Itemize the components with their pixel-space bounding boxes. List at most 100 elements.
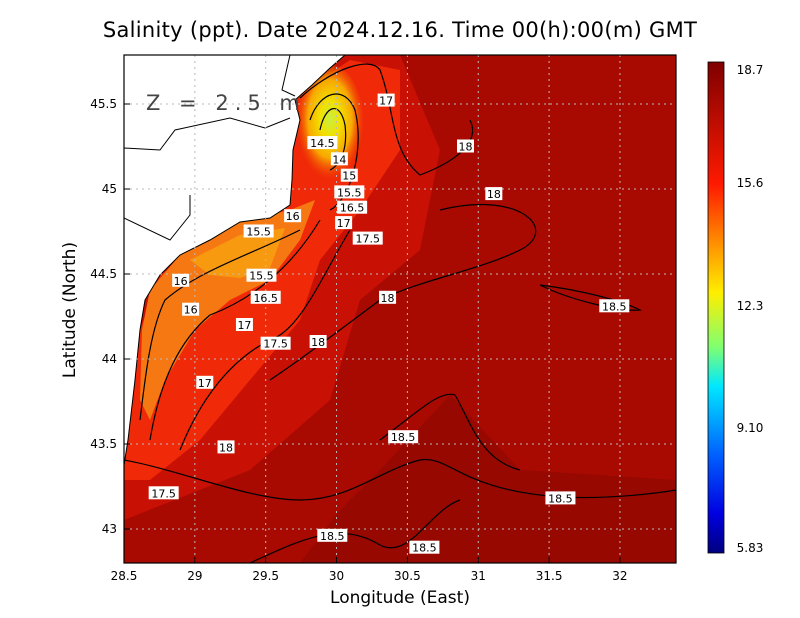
contour-label-box bbox=[246, 268, 277, 282]
contour-label-box bbox=[330, 152, 348, 166]
contour-label-text: 18.5 bbox=[602, 300, 627, 313]
x-tick-label: 29 bbox=[187, 569, 202, 583]
contour-label: 17.5 bbox=[352, 231, 383, 246]
contour-label-box bbox=[377, 93, 395, 107]
contour-label-box bbox=[250, 290, 281, 304]
contour-label-text: 15.5 bbox=[249, 270, 274, 283]
contour-label: 14.5 bbox=[307, 136, 338, 150]
x-axis: 28.5 29 29.5 30 30.5 31 31.5 32 bbox=[111, 557, 628, 583]
contour-label-box bbox=[456, 139, 474, 153]
contour-label-box bbox=[409, 540, 440, 554]
x-tick-label: 31.5 bbox=[536, 569, 563, 583]
contour-label-box bbox=[284, 209, 302, 223]
contour-label: 17 bbox=[335, 216, 353, 230]
contour-label-box bbox=[309, 335, 327, 348]
contour-label-box bbox=[317, 528, 348, 542]
land bbox=[124, 55, 346, 466]
contour-label-box bbox=[235, 318, 253, 331]
contour-label-text: 15.5 bbox=[246, 226, 271, 239]
y-tick-label: 43.5 bbox=[90, 437, 117, 451]
offshore-high-salinity bbox=[124, 55, 676, 563]
contour-label-text: 16 bbox=[286, 210, 300, 223]
contour-label: 16.5 bbox=[250, 290, 281, 305]
contour-label: 17 bbox=[377, 93, 395, 108]
y-axis-label: Latitude (North) bbox=[60, 241, 80, 379]
contour-label: 17 bbox=[196, 375, 214, 390]
x-tick-label: 30 bbox=[329, 569, 344, 583]
y-tick-label: 45.5 bbox=[90, 97, 117, 111]
contour-label-box bbox=[340, 168, 358, 182]
contour-label-text: 18 bbox=[487, 188, 501, 201]
contour-label-text: 18.5 bbox=[548, 492, 573, 505]
contour-label-box bbox=[335, 216, 353, 230]
contour-label-text: 18 bbox=[219, 441, 233, 454]
contour-label-text: 18.5 bbox=[391, 431, 416, 444]
contour-label-text: 15.5 bbox=[337, 186, 362, 199]
colorbar-tick-label: 5.83 bbox=[737, 541, 764, 555]
contour-label-text: 17.5 bbox=[263, 338, 288, 351]
contour-label: 16 bbox=[182, 302, 200, 317]
contour-label-text: 18.5 bbox=[320, 530, 345, 543]
contour-label-text: 18 bbox=[458, 141, 472, 154]
deep-high-salinity bbox=[300, 395, 676, 563]
contour-label: 17 bbox=[235, 318, 253, 332]
contour-label-text: 17 bbox=[237, 319, 251, 332]
contour-label: 18 bbox=[456, 139, 474, 154]
contour-label: 14 bbox=[330, 152, 348, 166]
contour-label-text: 16 bbox=[174, 275, 188, 288]
contour-label: 18.5 bbox=[409, 540, 440, 555]
contour-label: 18 bbox=[485, 187, 503, 201]
plot-frame bbox=[123, 54, 677, 564]
y-axis: 43 43.5 44 44.5 45 45.5 bbox=[90, 97, 130, 536]
contour-label: 18.5 bbox=[545, 491, 576, 505]
contour-label-text: 16.5 bbox=[340, 202, 365, 215]
y-tick-label: 45 bbox=[102, 182, 117, 196]
contour-label-text: 16 bbox=[184, 304, 198, 317]
colorbar bbox=[707, 61, 725, 554]
contour-label-box bbox=[182, 302, 200, 316]
colorbar-tick-label: 15.6 bbox=[737, 176, 764, 190]
contour-label-text: 18.5 bbox=[412, 542, 437, 555]
contour-label-box bbox=[352, 231, 383, 245]
contour-label-text: 17 bbox=[198, 377, 212, 390]
contour-label-text: 14.5 bbox=[310, 137, 335, 150]
x-tick-label: 30.5 bbox=[394, 569, 421, 583]
contour-label-box bbox=[599, 299, 630, 313]
contour-label-box bbox=[243, 224, 274, 238]
contour-label: 17.5 bbox=[260, 336, 291, 351]
x-tick-label: 32 bbox=[612, 569, 627, 583]
plot-title: Salinity (ppt). Date 2024.12.16. Time 00… bbox=[102, 18, 698, 42]
contour-label-box bbox=[260, 336, 291, 350]
contour-label: 15.5 bbox=[246, 268, 277, 283]
colorbar-tick-label: 9.10 bbox=[737, 421, 764, 435]
contour-label: 18.5 bbox=[599, 299, 630, 313]
x-axis-label: Longitude (East) bbox=[330, 588, 470, 608]
colorbar-tick-label: 18.7 bbox=[737, 63, 764, 77]
contour-label: 18 bbox=[217, 440, 235, 454]
contour-label: 16 bbox=[284, 209, 302, 223]
contour-label-box bbox=[388, 430, 419, 444]
contour-label-box bbox=[307, 136, 338, 150]
contour-label-box bbox=[379, 290, 397, 304]
contour-label: 16 bbox=[172, 273, 190, 288]
contour-label-box bbox=[172, 273, 190, 287]
contour-label: 15.5 bbox=[243, 224, 274, 239]
contour-label-box bbox=[334, 185, 365, 199]
contour-label: 18.5 bbox=[317, 528, 348, 543]
contour-label-text: 14 bbox=[332, 153, 346, 166]
contour-label: 16.5 bbox=[337, 200, 368, 215]
contour-label: 18 bbox=[309, 335, 327, 349]
contour-label: 15 bbox=[340, 168, 358, 183]
lake-outline bbox=[124, 55, 296, 241]
y-tick-label: 44 bbox=[102, 352, 117, 366]
contour-labels: 17 14.5 14 15 15.5 16.5 17 16 18 18 17.5 15.5 15.5 16… bbox=[148, 93, 630, 555]
contour-label-box bbox=[485, 187, 503, 201]
x-tick-label: 31 bbox=[471, 569, 486, 583]
contour-label-text: 17 bbox=[379, 95, 393, 108]
contour-label-box bbox=[217, 440, 235, 454]
contour-label-box bbox=[196, 375, 214, 389]
contour-label: 17.5 bbox=[148, 486, 179, 500]
contour-label: 15.5 bbox=[334, 185, 365, 199]
x-tick-label: 28.5 bbox=[111, 569, 138, 583]
